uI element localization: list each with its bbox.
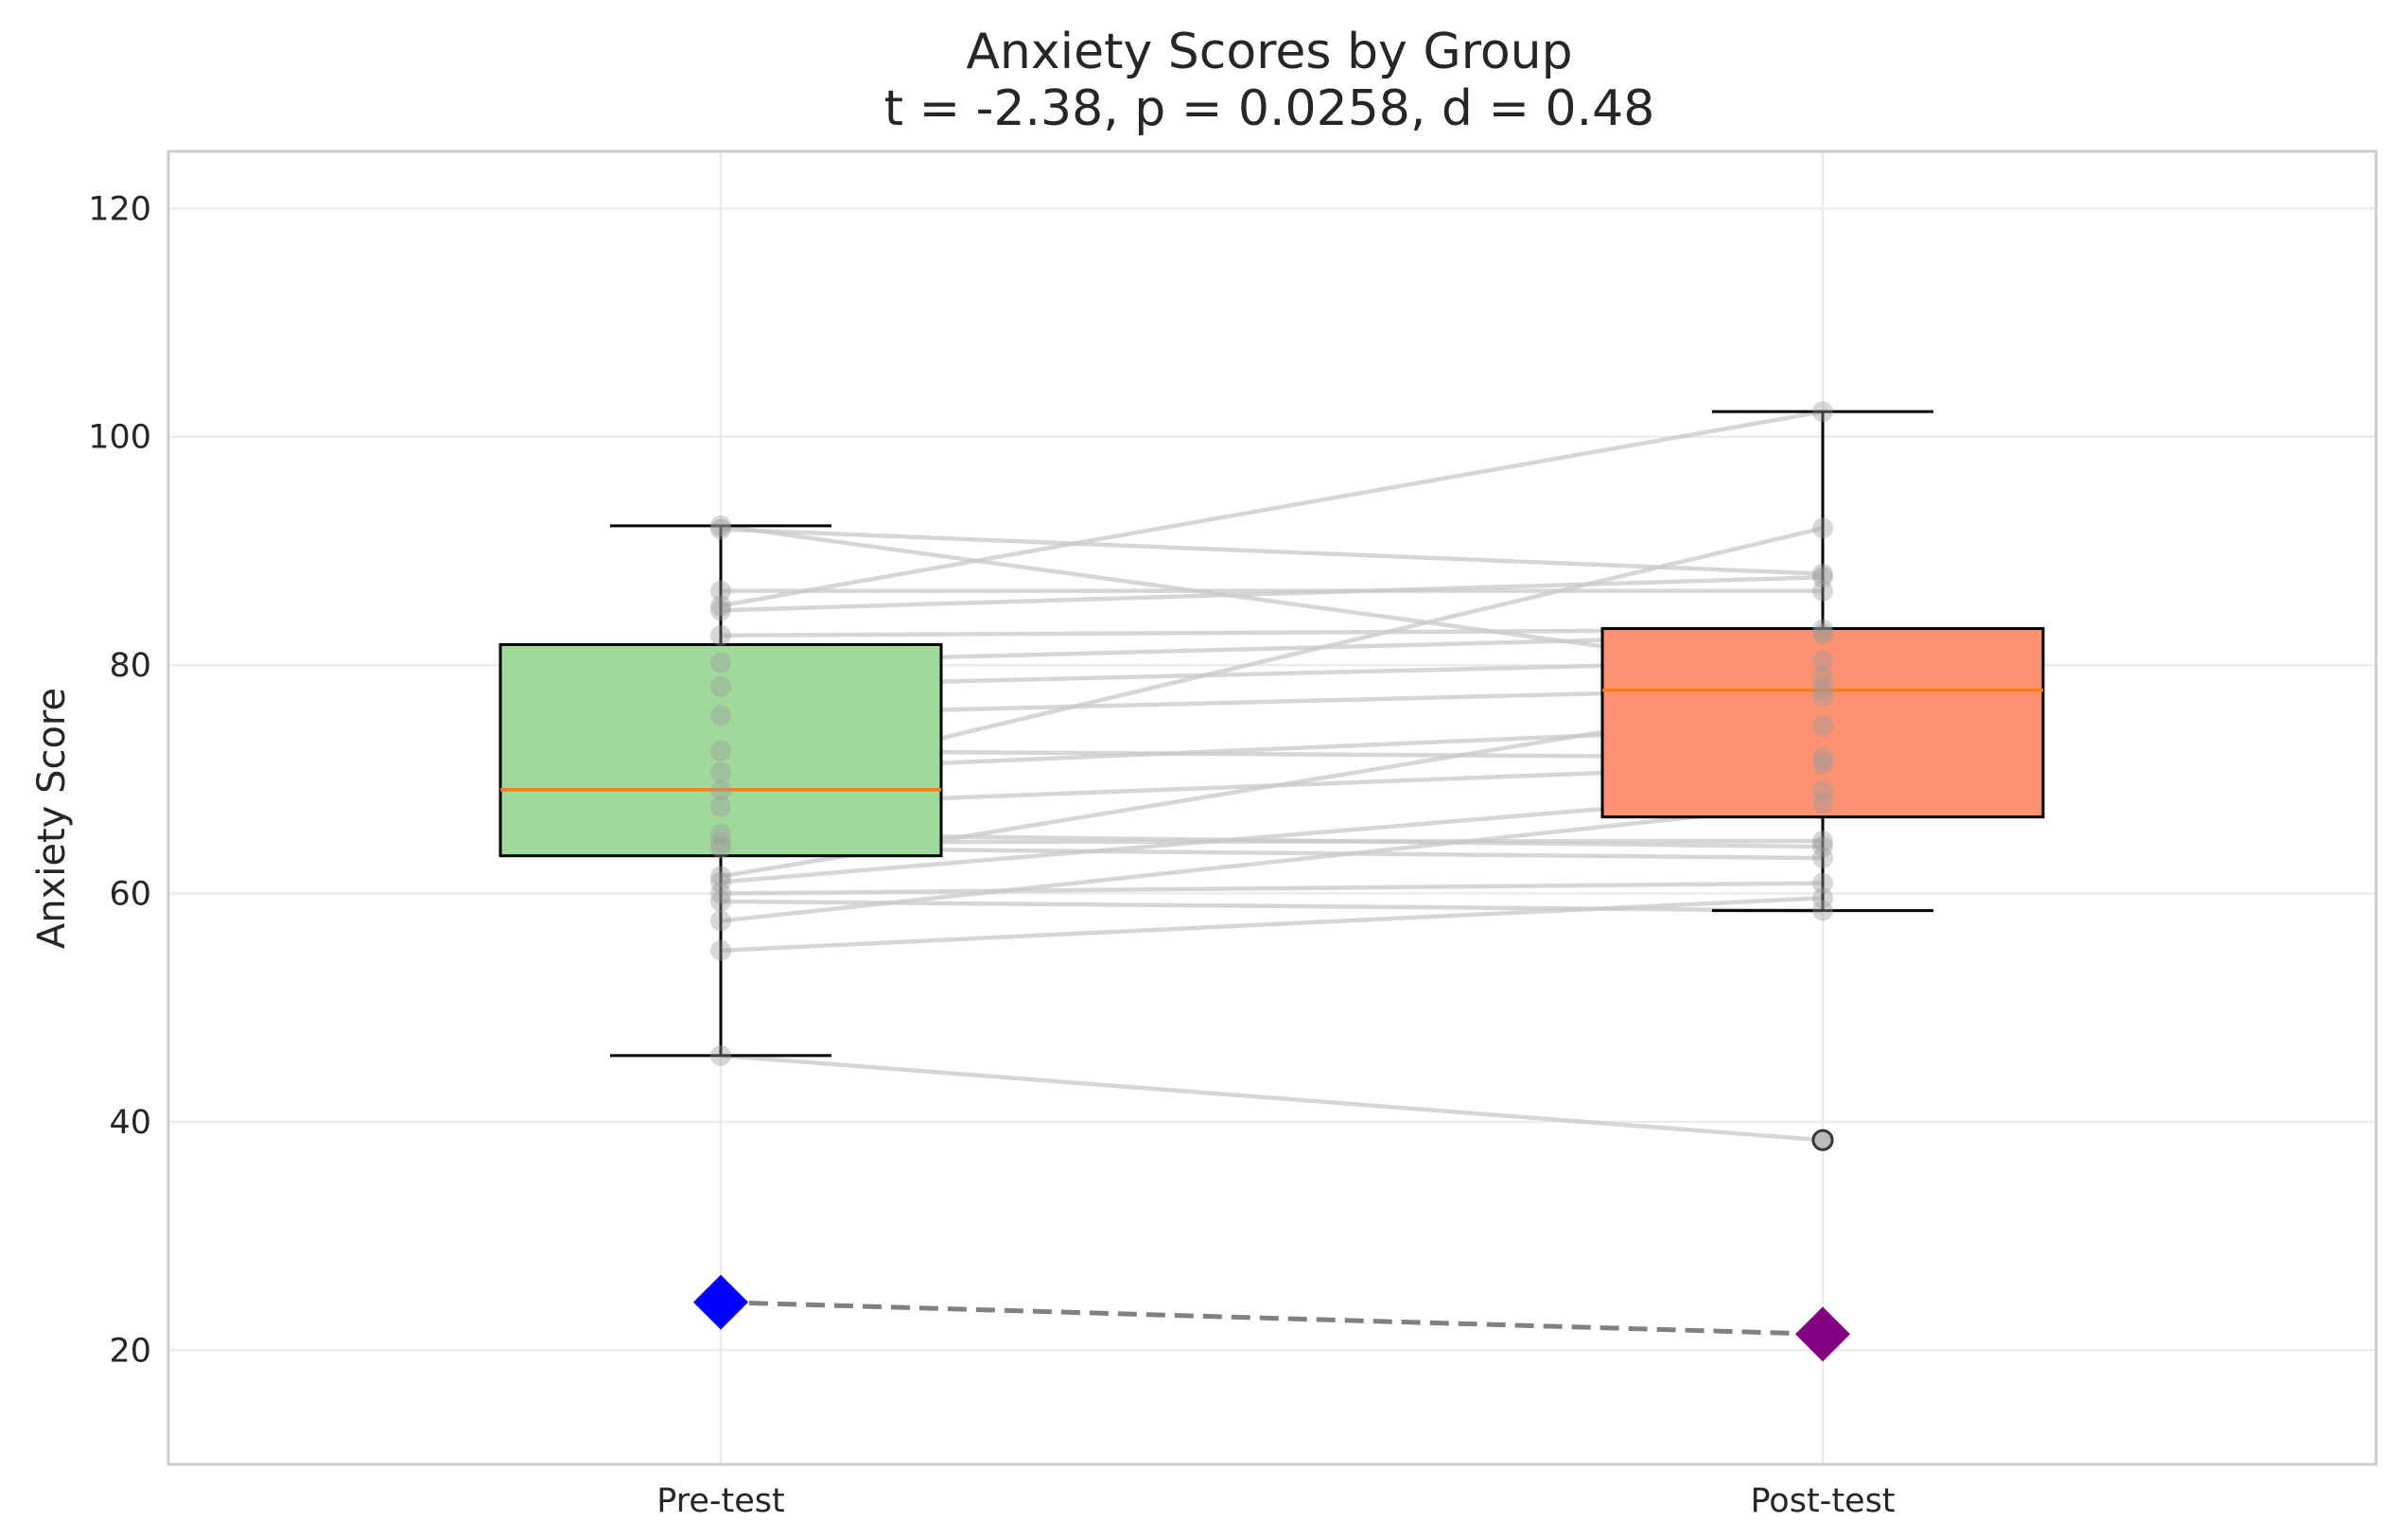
pre-test-point bbox=[710, 890, 731, 912]
pre-test-point bbox=[710, 518, 731, 540]
pre-test-point bbox=[710, 871, 731, 893]
mean-marker bbox=[693, 1274, 748, 1330]
outlier-point bbox=[1811, 1129, 1834, 1151]
x-tick-label: Pre-test bbox=[656, 1482, 785, 1520]
pre-test-point bbox=[710, 652, 731, 674]
post-test-point bbox=[1812, 836, 1833, 858]
plot-frame bbox=[166, 149, 2378, 1466]
pre-test-point bbox=[710, 624, 731, 646]
post-test-point bbox=[1812, 1129, 1833, 1151]
box-post-test bbox=[1600, 627, 2045, 819]
post-test-point bbox=[1812, 517, 1833, 539]
pre-test-point bbox=[710, 866, 731, 887]
post-test-point bbox=[1812, 715, 1833, 737]
chart-subtitle: t = -2.38, p = 0.0258, d = 0.48 bbox=[884, 80, 1655, 137]
mean-marker bbox=[1795, 1306, 1850, 1362]
tick-labels: 20 40 60 80 100 120 Pre-test Post-test bbox=[88, 190, 1895, 1520]
pre-test-point bbox=[710, 823, 731, 845]
post-test-point bbox=[1812, 831, 1833, 852]
x-tick-label: Post-test bbox=[1750, 1482, 1895, 1520]
post-test-point bbox=[1812, 401, 1833, 423]
post-test-point bbox=[1812, 567, 1833, 588]
pre-test-point bbox=[710, 831, 731, 853]
pre-test-point bbox=[710, 740, 731, 761]
post-test-point bbox=[1812, 619, 1833, 640]
paired-line bbox=[720, 409, 1824, 608]
pre-test-point bbox=[710, 515, 731, 536]
paired-line bbox=[720, 527, 1824, 576]
post-test-point bbox=[1812, 685, 1833, 707]
pre-test-point bbox=[710, 910, 731, 932]
pre-test-point bbox=[710, 796, 731, 817]
paired-line bbox=[720, 881, 1824, 896]
y-tick-label: 120 bbox=[88, 190, 151, 228]
pre-test-point bbox=[710, 595, 731, 617]
mean-markers bbox=[693, 1274, 1850, 1362]
post-test-point bbox=[1812, 900, 1833, 921]
y-tick-label: 100 bbox=[88, 419, 151, 457]
post-test-point bbox=[1812, 779, 1833, 801]
y-tick-label: 60 bbox=[109, 876, 151, 914]
pre-test-point bbox=[710, 600, 731, 621]
post-test-point bbox=[1812, 793, 1833, 814]
chart-title: Anxiety Scores by Group bbox=[966, 24, 1572, 80]
boxplots bbox=[498, 410, 2045, 1151]
pre-test-point bbox=[710, 705, 731, 726]
mean-connector bbox=[720, 1300, 1824, 1337]
post-test-point bbox=[1812, 754, 1833, 776]
post-test-point bbox=[1812, 623, 1833, 645]
paired-line bbox=[720, 896, 1824, 954]
pre-test-point bbox=[710, 779, 731, 801]
pre-test-point bbox=[710, 1044, 731, 1066]
post-test-point bbox=[1812, 872, 1833, 894]
post-test-point bbox=[1812, 746, 1833, 768]
y-tick-label: 40 bbox=[109, 1104, 151, 1142]
y-tick-label: 20 bbox=[109, 1332, 151, 1370]
pre-test-point bbox=[710, 580, 731, 602]
paired-line bbox=[720, 800, 1824, 923]
y-tick-label: 80 bbox=[109, 647, 151, 685]
pre-test-point bbox=[710, 939, 731, 961]
pre-test-point bbox=[710, 883, 731, 904]
paired-line bbox=[720, 574, 1824, 613]
paired-line bbox=[720, 1053, 1824, 1143]
post-test-point bbox=[1812, 887, 1833, 909]
box-pre-test bbox=[498, 642, 943, 858]
pre-test-point bbox=[710, 837, 731, 859]
y-axis-label: Anxiety Score bbox=[30, 688, 74, 949]
post-test-point bbox=[1812, 650, 1833, 672]
pre-test-point bbox=[710, 676, 731, 698]
post-test-point bbox=[1812, 563, 1833, 585]
pre-test-point bbox=[710, 761, 731, 783]
post-test-point bbox=[1812, 677, 1833, 699]
post-test-point bbox=[1812, 666, 1833, 688]
data-points bbox=[710, 401, 1833, 1151]
post-test-point bbox=[1812, 848, 1833, 869]
post-test-point bbox=[1812, 580, 1833, 602]
